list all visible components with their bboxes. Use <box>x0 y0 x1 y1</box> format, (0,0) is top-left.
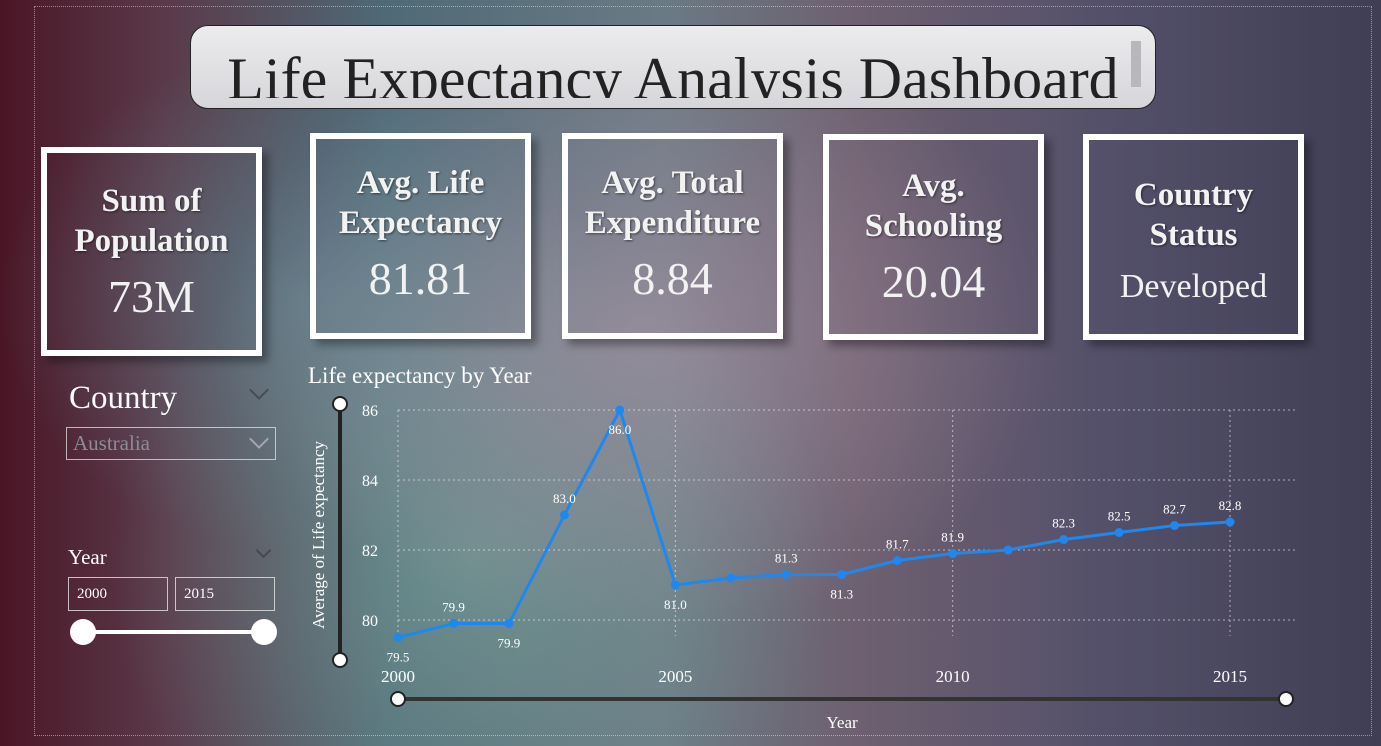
dashboard-frame <box>34 6 1372 736</box>
chart-title: Life expectancy by Year <box>308 363 532 388</box>
card-country-status-label-line1: Country <box>1133 177 1254 213</box>
country-slicer-title: Country <box>69 380 178 416</box>
chevron-down-icon <box>249 429 269 449</box>
card-life-expectancy-label-line2: Expectancy <box>338 205 503 241</box>
year-slider-start-handle[interactable] <box>70 619 96 645</box>
card-population-label-line2: Population <box>74 223 229 259</box>
year-slider-track[interactable] <box>82 630 264 634</box>
card-total-expenditure-label-line2: Expenditure <box>584 205 761 241</box>
title-scrollbar[interactable] <box>1131 41 1141 87</box>
card-life-expectancy-label-line1: Avg. Life <box>356 165 485 201</box>
card-population-value: 73M <box>108 271 195 322</box>
year-slider-end-handle[interactable] <box>251 619 277 645</box>
dashboard-title: Life Expectancy Analysis Dashboard <box>227 46 1119 98</box>
country-dropdown[interactable]: Australia <box>66 427 276 460</box>
card-life-expectancy-value: 81.81 <box>368 253 473 304</box>
card-total-expenditure: Avg. Total Expenditure 8.84 <box>562 133 783 339</box>
card-schooling: Avg. Schooling 20.04 <box>823 134 1044 340</box>
card-population: Sum of Population 73M <box>41 147 262 356</box>
card-schooling-label-line1: Avg. <box>902 168 965 204</box>
year-from-input[interactable]: 2000 <box>68 577 168 611</box>
title-box: Life Expectancy Analysis Dashboard <box>190 25 1156 109</box>
card-country-status: Country Status Developed <box>1083 134 1304 340</box>
country-dropdown-value: Australia <box>73 431 150 455</box>
card-population-label-line1: Sum of <box>101 183 202 219</box>
card-total-expenditure-label-line1: Avg. Total <box>601 165 744 201</box>
card-country-status-label-line2: Status <box>1149 217 1238 253</box>
card-country-status-value: Developed <box>1119 268 1268 305</box>
card-schooling-value: 20.04 <box>881 256 986 307</box>
year-slicer-title: Year <box>68 545 107 569</box>
year-to-input[interactable]: 2015 <box>175 577 275 611</box>
card-total-expenditure-value: 8.84 <box>632 253 713 304</box>
card-schooling-label-line2: Schooling <box>864 208 1003 244</box>
card-life-expectancy: Avg. Life Expectancy 81.81 <box>310 133 531 339</box>
